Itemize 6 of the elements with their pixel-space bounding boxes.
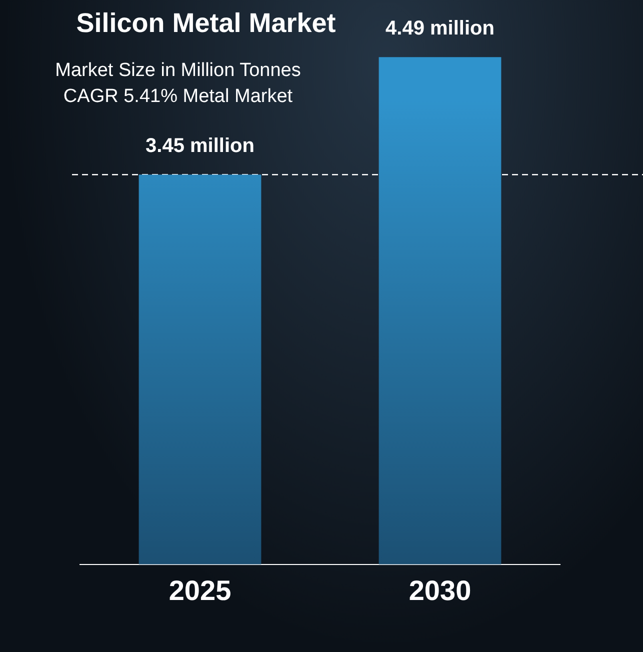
data-label: 3.45 million: [146, 135, 254, 158]
x-tick-label: 2025: [168, 574, 232, 606]
chart-title: Silicon Metal Market: [76, 8, 336, 38]
x-tick-label: 2030: [408, 574, 472, 606]
text: Market Size in Million Tonnes CAGR 5.41% Metal Market: [54, 59, 302, 109]
data-label: 4.49 million: [386, 18, 494, 40]
